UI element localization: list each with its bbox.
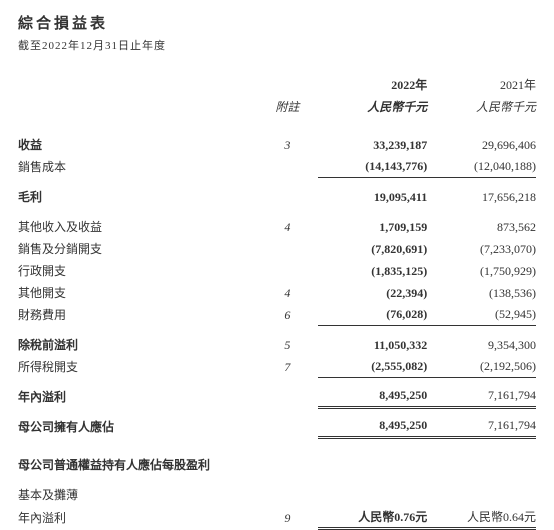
row-note: 4 — [256, 215, 318, 237]
row-prev: (7,233,070) — [427, 237, 536, 259]
row-prev: 29,696,406 — [427, 133, 536, 155]
row-current: 1,709,159 — [318, 215, 427, 237]
row-note — [256, 415, 318, 437]
row-current: 8,495,250 — [318, 415, 427, 437]
row-current: (2,555,082) — [318, 355, 427, 377]
row-current: 11,050,332 — [318, 333, 427, 355]
row-label: 毛利 — [18, 185, 256, 207]
row-prev: (138,536) — [427, 281, 536, 303]
row-note: 9 — [256, 505, 318, 529]
row-current: (14,143,776) — [318, 155, 427, 177]
unit-header-current: 人民幣千元 — [318, 95, 427, 117]
row-label: 年內溢利 — [18, 385, 256, 407]
income-statement-table: 2022年 2021年 附註 人民幣千元 人民幣千元 收益 3 33,239,1… — [18, 73, 536, 530]
row-note: 4 — [256, 281, 318, 303]
row-label: 除稅前溢利 — [18, 333, 256, 355]
unit-header-prev: 人民幣千元 — [427, 95, 536, 117]
row-prev: (1,750,929) — [427, 259, 536, 281]
row-prev: 9,354,300 — [427, 333, 536, 355]
row-prev: 7,161,794 — [427, 415, 536, 437]
row-prev: 7,161,794 — [427, 385, 536, 407]
row-label: 其他收入及收益 — [18, 215, 256, 237]
row-prev: 17,656,218 — [427, 185, 536, 207]
row-prev: (2,192,506) — [427, 355, 536, 377]
row-note: 7 — [256, 355, 318, 377]
row-label: 基本及攤薄 — [18, 483, 256, 505]
row-label: 母公司擁有人應佔 — [18, 415, 256, 437]
row-note: 5 — [256, 333, 318, 355]
row-note — [256, 155, 318, 177]
row-note — [256, 237, 318, 259]
row-note — [256, 385, 318, 407]
period-subtitle: 截至2022年12月31日止年度 — [18, 37, 536, 53]
eps-heading: 母公司普通權益持有人應佔每股盈利 — [18, 453, 536, 475]
row-prev: (52,945) — [427, 303, 536, 325]
row-note: 3 — [256, 133, 318, 155]
row-note — [256, 185, 318, 207]
row-label: 財務費用 — [18, 303, 256, 325]
row-label: 銷售成本 — [18, 155, 256, 177]
statement-title: 綜合損益表 — [18, 12, 536, 33]
row-label: 銷售及分銷開支 — [18, 237, 256, 259]
row-note — [256, 259, 318, 281]
row-label: 收益 — [18, 133, 256, 155]
row-label: 年內溢利 — [18, 505, 256, 529]
row-current: 人民幣0.76元 — [318, 505, 427, 529]
row-prev: 873,562 — [427, 215, 536, 237]
row-prev: (12,040,188) — [427, 155, 536, 177]
year-header-current: 2022年 — [318, 73, 427, 95]
year-header-prev: 2021年 — [427, 73, 536, 95]
row-current: (22,394) — [318, 281, 427, 303]
row-prev: 人民幣0.64元 — [427, 505, 536, 529]
row-current: 19,095,411 — [318, 185, 427, 207]
row-note: 6 — [256, 303, 318, 325]
row-current: 33,239,187 — [318, 133, 427, 155]
row-current: (1,835,125) — [318, 259, 427, 281]
row-current: (76,028) — [318, 303, 427, 325]
row-current: (7,820,691) — [318, 237, 427, 259]
row-label: 所得稅開支 — [18, 355, 256, 377]
row-current: 8,495,250 — [318, 385, 427, 407]
note-column-header: 附註 — [256, 95, 318, 117]
row-label: 行政開支 — [18, 259, 256, 281]
row-label: 其他開支 — [18, 281, 256, 303]
